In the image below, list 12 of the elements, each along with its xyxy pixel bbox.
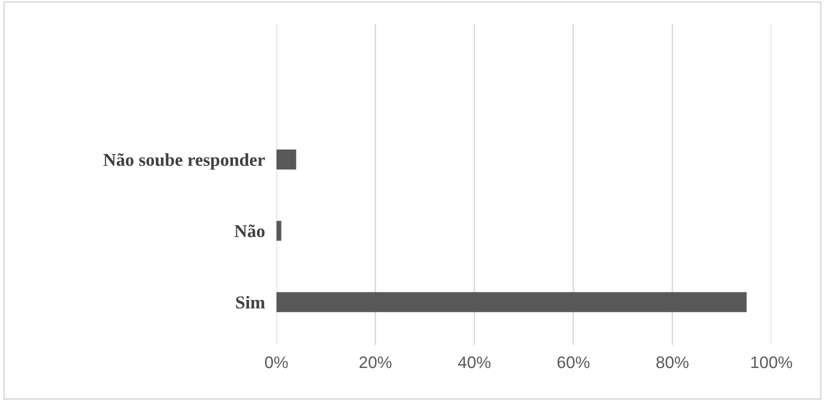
bar — [276, 150, 296, 170]
y-tick-label: Sim — [236, 296, 265, 309]
y-tick-label: Não soube responder — [103, 153, 265, 170]
bar — [276, 292, 747, 312]
x-tick-label: 20% — [360, 356, 392, 368]
bar — [276, 220, 282, 241]
x-tick-label: 80% — [656, 356, 688, 368]
x-tick-label: 40% — [458, 356, 490, 368]
x-tick-label: 0% — [264, 356, 288, 368]
x-tick-label: 100% — [751, 356, 792, 368]
x-tick-label: 60% — [558, 356, 590, 368]
y-tick-label: Não — [234, 224, 265, 238]
